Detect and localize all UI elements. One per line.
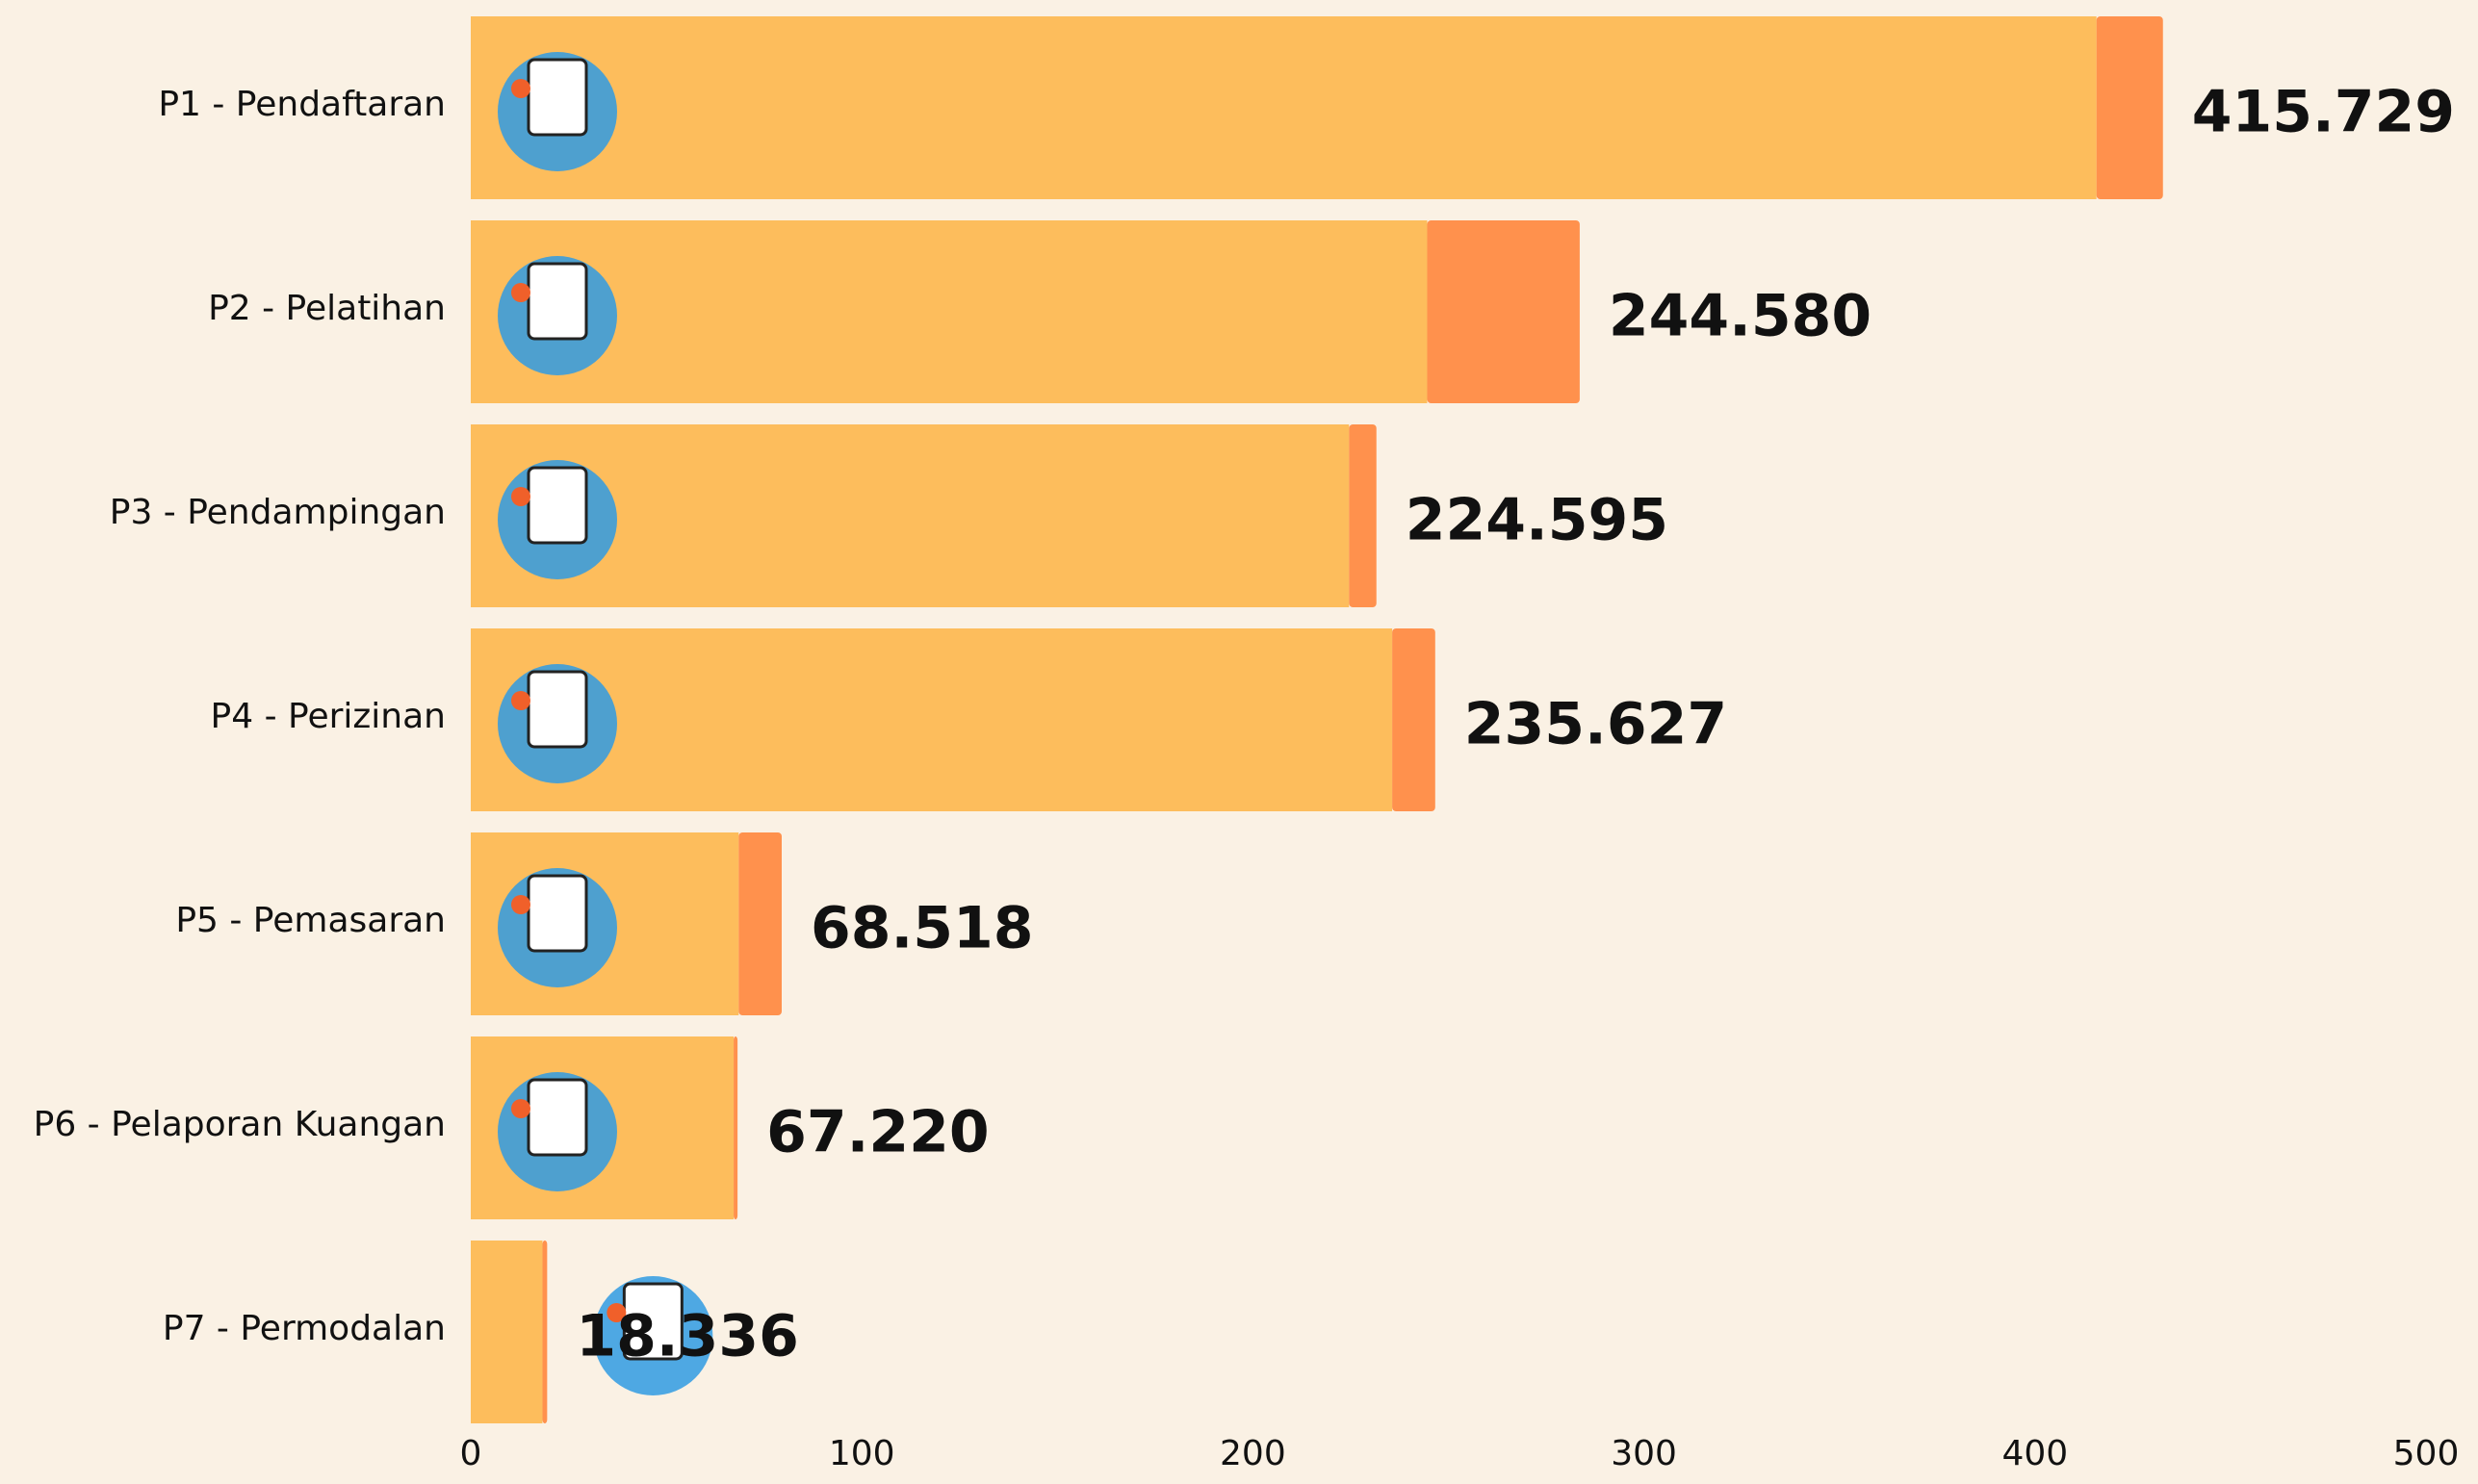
category-label: P6 - Pelaporan Kuangan <box>34 1105 446 1144</box>
x-tick-label: 500 <box>2393 1434 2460 1473</box>
value-label: 67.220 <box>766 1099 990 1166</box>
x-tick-label: 300 <box>1611 1434 1677 1473</box>
category-label: P7 - Permodalan <box>163 1309 446 1348</box>
illustration <box>511 895 530 914</box>
illustration <box>511 691 530 710</box>
category-label: P4 - Perizinan <box>211 697 446 736</box>
bar-segment <box>471 220 1428 403</box>
illustration <box>527 670 588 749</box>
value-label: 235.627 <box>1464 691 1727 758</box>
value-label: 68.518 <box>811 895 1034 962</box>
illustration <box>607 1303 627 1322</box>
x-tick-label: 400 <box>2001 1434 2068 1473</box>
illustration <box>511 487 530 506</box>
bar-segment <box>738 832 783 1015</box>
bar-segment <box>734 1036 738 1219</box>
x-tick-label: 200 <box>1220 1434 1286 1473</box>
illustration <box>511 79 530 98</box>
category-label: P5 - Pemasaran <box>175 901 446 940</box>
illustration <box>622 1282 684 1361</box>
illustration <box>527 262 588 341</box>
bar-segment <box>471 1241 543 1423</box>
illustration <box>527 58 588 137</box>
bar-segment <box>471 424 1350 607</box>
category-label: P2 - Pelatihan <box>208 289 446 328</box>
illustration <box>527 874 588 953</box>
bar-segment <box>471 16 2097 199</box>
bar-segment <box>542 1241 548 1423</box>
category-label: P1 - Pendaftaran <box>158 85 446 124</box>
x-tick-label: 0 <box>460 1434 482 1473</box>
illustration <box>527 1078 588 1157</box>
x-tick-label: 100 <box>829 1434 895 1473</box>
value-label: 18.336 <box>576 1303 799 1370</box>
bar-segment <box>1392 628 1435 811</box>
illustration <box>511 283 530 302</box>
bar-segment <box>1427 220 1580 403</box>
value-label: 244.580 <box>1609 283 1871 350</box>
category-label: P3 - Pendampingan <box>110 493 446 532</box>
value-label: 224.595 <box>1406 487 1668 554</box>
bar-segment <box>1349 424 1377 607</box>
illustration <box>511 1099 530 1118</box>
bar-segment <box>2096 16 2163 199</box>
illustration <box>527 466 588 545</box>
value-label: 415.729 <box>2192 79 2455 146</box>
bar-segment <box>471 628 1393 811</box>
